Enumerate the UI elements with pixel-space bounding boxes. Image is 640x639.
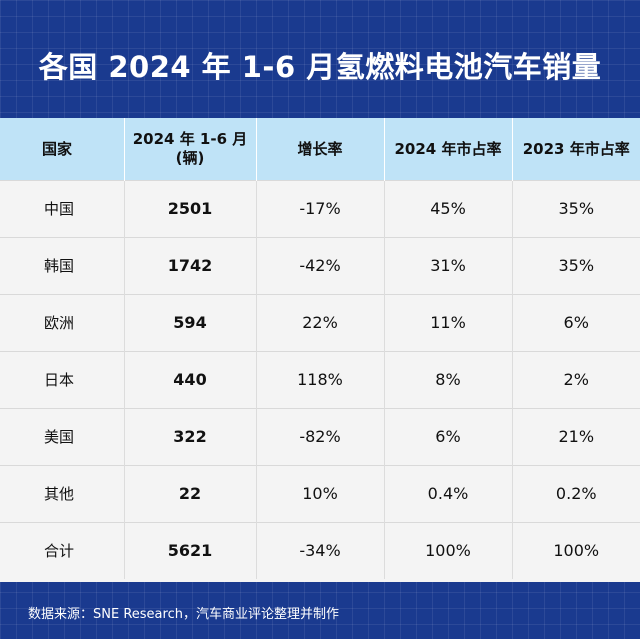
table-row: 中国 2501 -17% 45% 35% (0, 180, 640, 237)
cell-country: 日本 (0, 351, 125, 408)
table-header-row: 国家 2024 年 1-6 月 (辆) 增长率 2024 年市占率 2023 年… (0, 118, 640, 180)
table-row: 其他 22 10% 0.4% 0.2% (0, 465, 640, 522)
page-title: 各国 2024 年 1-6 月氢燃料电池汽车销量 (38, 50, 602, 84)
cell-share-2024: 11% (384, 294, 513, 351)
header-growth: 增长率 (256, 118, 385, 180)
source-footer: 数据来源：SNE Research，汽车商业评论整理并制作 (28, 607, 339, 622)
table-row: 合计 5621 -34% 100% 100% (0, 522, 640, 579)
cell-sales: 1742 (124, 237, 257, 294)
cell-share-2024: 8% (384, 351, 513, 408)
header-share-2024: 2024 年市占率 (384, 118, 513, 180)
cell-share-2023: 2% (563, 370, 589, 389)
table-row: 美国 322 -82% 6% 21% (0, 408, 640, 465)
cell-share-2024: 45% (384, 180, 513, 237)
cell-country: 合计 (0, 522, 125, 579)
cell-growth: 22% (256, 294, 385, 351)
cell-country: 美国 (0, 408, 125, 465)
cell-sales: 22 (124, 465, 257, 522)
cell-share-2023: 100% (553, 541, 600, 561)
cell-sales: 594 (124, 294, 257, 351)
cell-share-2023: 0.2% (555, 484, 597, 503)
header-country: 国家 (0, 118, 125, 180)
sales-table: 国家 2024 年 1-6 月 (辆) 增长率 2024 年市占率 2023 年… (0, 118, 640, 579)
cell-sales: 2501 (124, 180, 257, 237)
header-share-2023: 2023 年市占率 (522, 140, 630, 159)
cell-share-2024: 0.4% (384, 465, 513, 522)
header-sales: 2024 年 1-6 月 (辆) (124, 118, 257, 180)
table-row: 欧洲 594 22% 11% 6% (0, 294, 640, 351)
cell-growth: -82% (256, 408, 385, 465)
cell-growth: -17% (256, 180, 385, 237)
cell-share-2024: 31% (384, 237, 513, 294)
cell-share-2024: 100% (384, 522, 513, 579)
cell-country: 其他 (0, 465, 125, 522)
cell-share-2023: 21% (558, 427, 595, 446)
cell-country: 中国 (0, 180, 125, 237)
cell-country: 欧洲 (0, 294, 125, 351)
cell-share-2024: 6% (384, 408, 513, 465)
cell-share-2023: 35% (558, 199, 595, 218)
cell-sales: 440 (124, 351, 257, 408)
cell-share-2023: 6% (563, 313, 589, 332)
cell-share-2023: 35% (558, 256, 595, 275)
cell-sales: 5621 (124, 522, 257, 579)
table-row: 日本 440 118% 8% 2% (0, 351, 640, 408)
table-row: 韩国 1742 -42% 31% 35% (0, 237, 640, 294)
cell-country: 韩国 (0, 237, 125, 294)
cell-growth: 10% (256, 465, 385, 522)
sales-table-container: 国家 2024 年 1-6 月 (辆) 增长率 2024 年市占率 2023 年… (0, 118, 640, 582)
cell-growth: 118% (256, 351, 385, 408)
cell-growth: -42% (256, 237, 385, 294)
cell-sales: 322 (124, 408, 257, 465)
cell-growth: -34% (256, 522, 385, 579)
